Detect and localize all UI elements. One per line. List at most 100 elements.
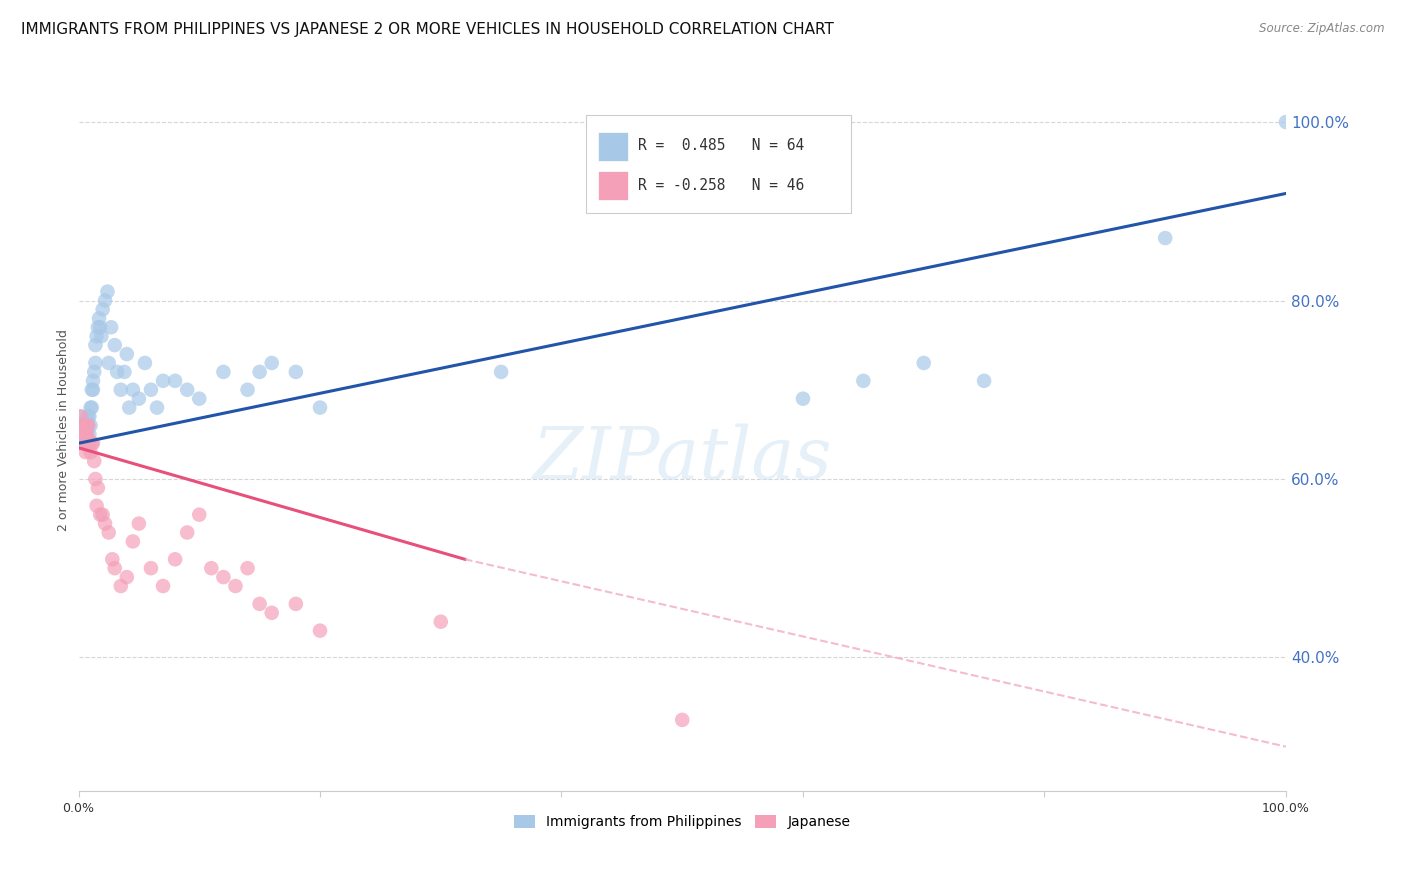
Y-axis label: 2 or more Vehicles in Household: 2 or more Vehicles in Household	[58, 329, 70, 531]
Point	[75, 427, 97, 442]
Point	[82, 383, 104, 397]
Point	[89, 508, 111, 522]
Point	[82, 436, 104, 450]
Point	[70, 418, 93, 433]
Point	[973, 374, 995, 388]
Point	[96, 285, 118, 299]
Point	[309, 624, 332, 638]
Point	[121, 383, 143, 397]
Point	[76, 414, 98, 428]
Point	[73, 432, 96, 446]
Text: Source: ZipAtlas.com: Source: ZipAtlas.com	[1260, 22, 1385, 36]
Point	[236, 383, 259, 397]
Point	[76, 427, 98, 442]
Point	[70, 409, 93, 424]
Point	[118, 401, 141, 415]
Point	[69, 427, 91, 442]
Point	[165, 552, 187, 566]
Point	[77, 418, 100, 433]
Point	[128, 392, 150, 406]
Point	[73, 418, 96, 433]
Text: R =  0.485   N = 64: R = 0.485 N = 64	[637, 138, 804, 153]
Point	[87, 320, 110, 334]
Point	[429, 615, 451, 629]
Point	[176, 383, 198, 397]
Point	[128, 516, 150, 531]
Point	[77, 432, 100, 446]
Point	[671, 713, 693, 727]
Point	[79, 436, 101, 450]
Point	[79, 427, 101, 442]
Point	[284, 365, 307, 379]
Point	[82, 374, 104, 388]
Point	[105, 365, 128, 379]
Point	[212, 365, 235, 379]
Point	[94, 293, 117, 308]
Point	[91, 302, 114, 317]
Point	[284, 597, 307, 611]
Point	[134, 356, 156, 370]
Point	[70, 427, 93, 442]
Point	[115, 347, 138, 361]
Point	[83, 365, 105, 379]
Legend: Immigrants from Philippines, Japanese: Immigrants from Philippines, Japanese	[509, 810, 856, 835]
Point	[70, 409, 93, 424]
Point	[76, 418, 98, 433]
Point	[100, 320, 122, 334]
Point	[87, 311, 110, 326]
Point	[110, 579, 132, 593]
Point	[73, 432, 96, 446]
Point	[79, 409, 101, 424]
Point	[260, 606, 283, 620]
Point	[72, 423, 94, 437]
Point	[91, 508, 114, 522]
FancyBboxPatch shape	[586, 115, 851, 213]
Point	[84, 356, 107, 370]
Point	[249, 365, 271, 379]
Point	[94, 516, 117, 531]
Point	[97, 356, 120, 370]
Point	[1275, 115, 1298, 129]
Point	[72, 423, 94, 437]
Point	[121, 534, 143, 549]
Point	[72, 436, 94, 450]
Point	[792, 392, 814, 406]
Point	[70, 418, 93, 433]
Point	[75, 445, 97, 459]
Point	[75, 427, 97, 442]
Point	[152, 374, 174, 388]
Point	[912, 356, 935, 370]
Text: R = -0.258   N = 46: R = -0.258 N = 46	[637, 178, 804, 193]
Point	[489, 365, 512, 379]
FancyBboxPatch shape	[598, 171, 628, 200]
Point	[200, 561, 222, 575]
Point	[309, 401, 332, 415]
Point	[80, 436, 103, 450]
Point	[89, 320, 111, 334]
Point	[1154, 231, 1177, 245]
Point	[152, 579, 174, 593]
Point	[165, 374, 187, 388]
Point	[90, 329, 112, 343]
Point	[249, 597, 271, 611]
Point	[104, 338, 127, 352]
Point	[212, 570, 235, 584]
Point	[87, 481, 110, 495]
Point	[188, 392, 211, 406]
Point	[84, 472, 107, 486]
Point	[86, 499, 108, 513]
Point	[139, 561, 162, 575]
Point	[80, 383, 103, 397]
Point	[86, 329, 108, 343]
Point	[76, 423, 98, 437]
Point	[69, 418, 91, 433]
Point	[260, 356, 283, 370]
Point	[146, 401, 169, 415]
Point	[84, 338, 107, 352]
Point	[104, 561, 127, 575]
Point	[75, 418, 97, 433]
Point	[110, 383, 132, 397]
Point	[115, 570, 138, 584]
Point	[97, 525, 120, 540]
Point	[77, 418, 100, 433]
